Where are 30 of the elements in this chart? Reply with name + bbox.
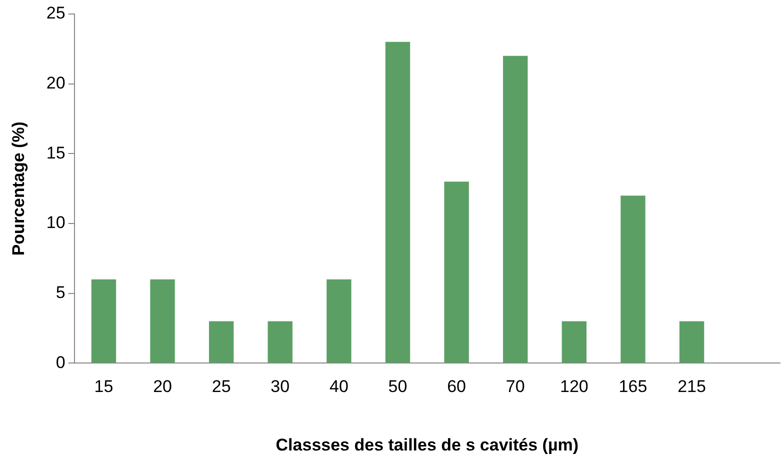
x-tick-label: 40	[329, 377, 348, 396]
bar	[208, 321, 234, 363]
x-tick-label: 15	[94, 377, 114, 396]
y-tick-label: 20	[46, 74, 66, 93]
x-tick-label: 50	[388, 377, 408, 396]
bar	[503, 56, 528, 363]
y-tick-label: 0	[56, 352, 66, 372]
bar	[150, 279, 175, 363]
y-tick-label: 5	[56, 283, 66, 302]
bar	[620, 196, 646, 363]
bar	[562, 321, 587, 363]
bar	[385, 42, 410, 363]
y-tick-label: 15	[46, 143, 66, 162]
bar	[444, 182, 469, 363]
x-axis-title: Classses des tailles de s cavités (µm)	[276, 435, 579, 454]
y-axis-title: Pourcentage (%)	[8, 122, 28, 256]
x-tick-label: 165	[618, 377, 648, 396]
x-tick-label: 30	[270, 377, 290, 396]
y-tick-label: 10	[46, 213, 66, 232]
x-tick-label: 60	[447, 377, 466, 396]
bar	[679, 321, 704, 363]
x-tick-label: 25	[212, 377, 231, 396]
x-tick-label: 120	[560, 377, 588, 396]
y-tick-label: 25	[46, 4, 66, 23]
bar	[91, 279, 116, 363]
x-tick-label: 70	[506, 377, 525, 396]
x-tick-label: 20	[153, 377, 172, 396]
bar	[326, 279, 352, 363]
bar	[268, 321, 292, 363]
x-tick-label: 215	[678, 377, 706, 396]
